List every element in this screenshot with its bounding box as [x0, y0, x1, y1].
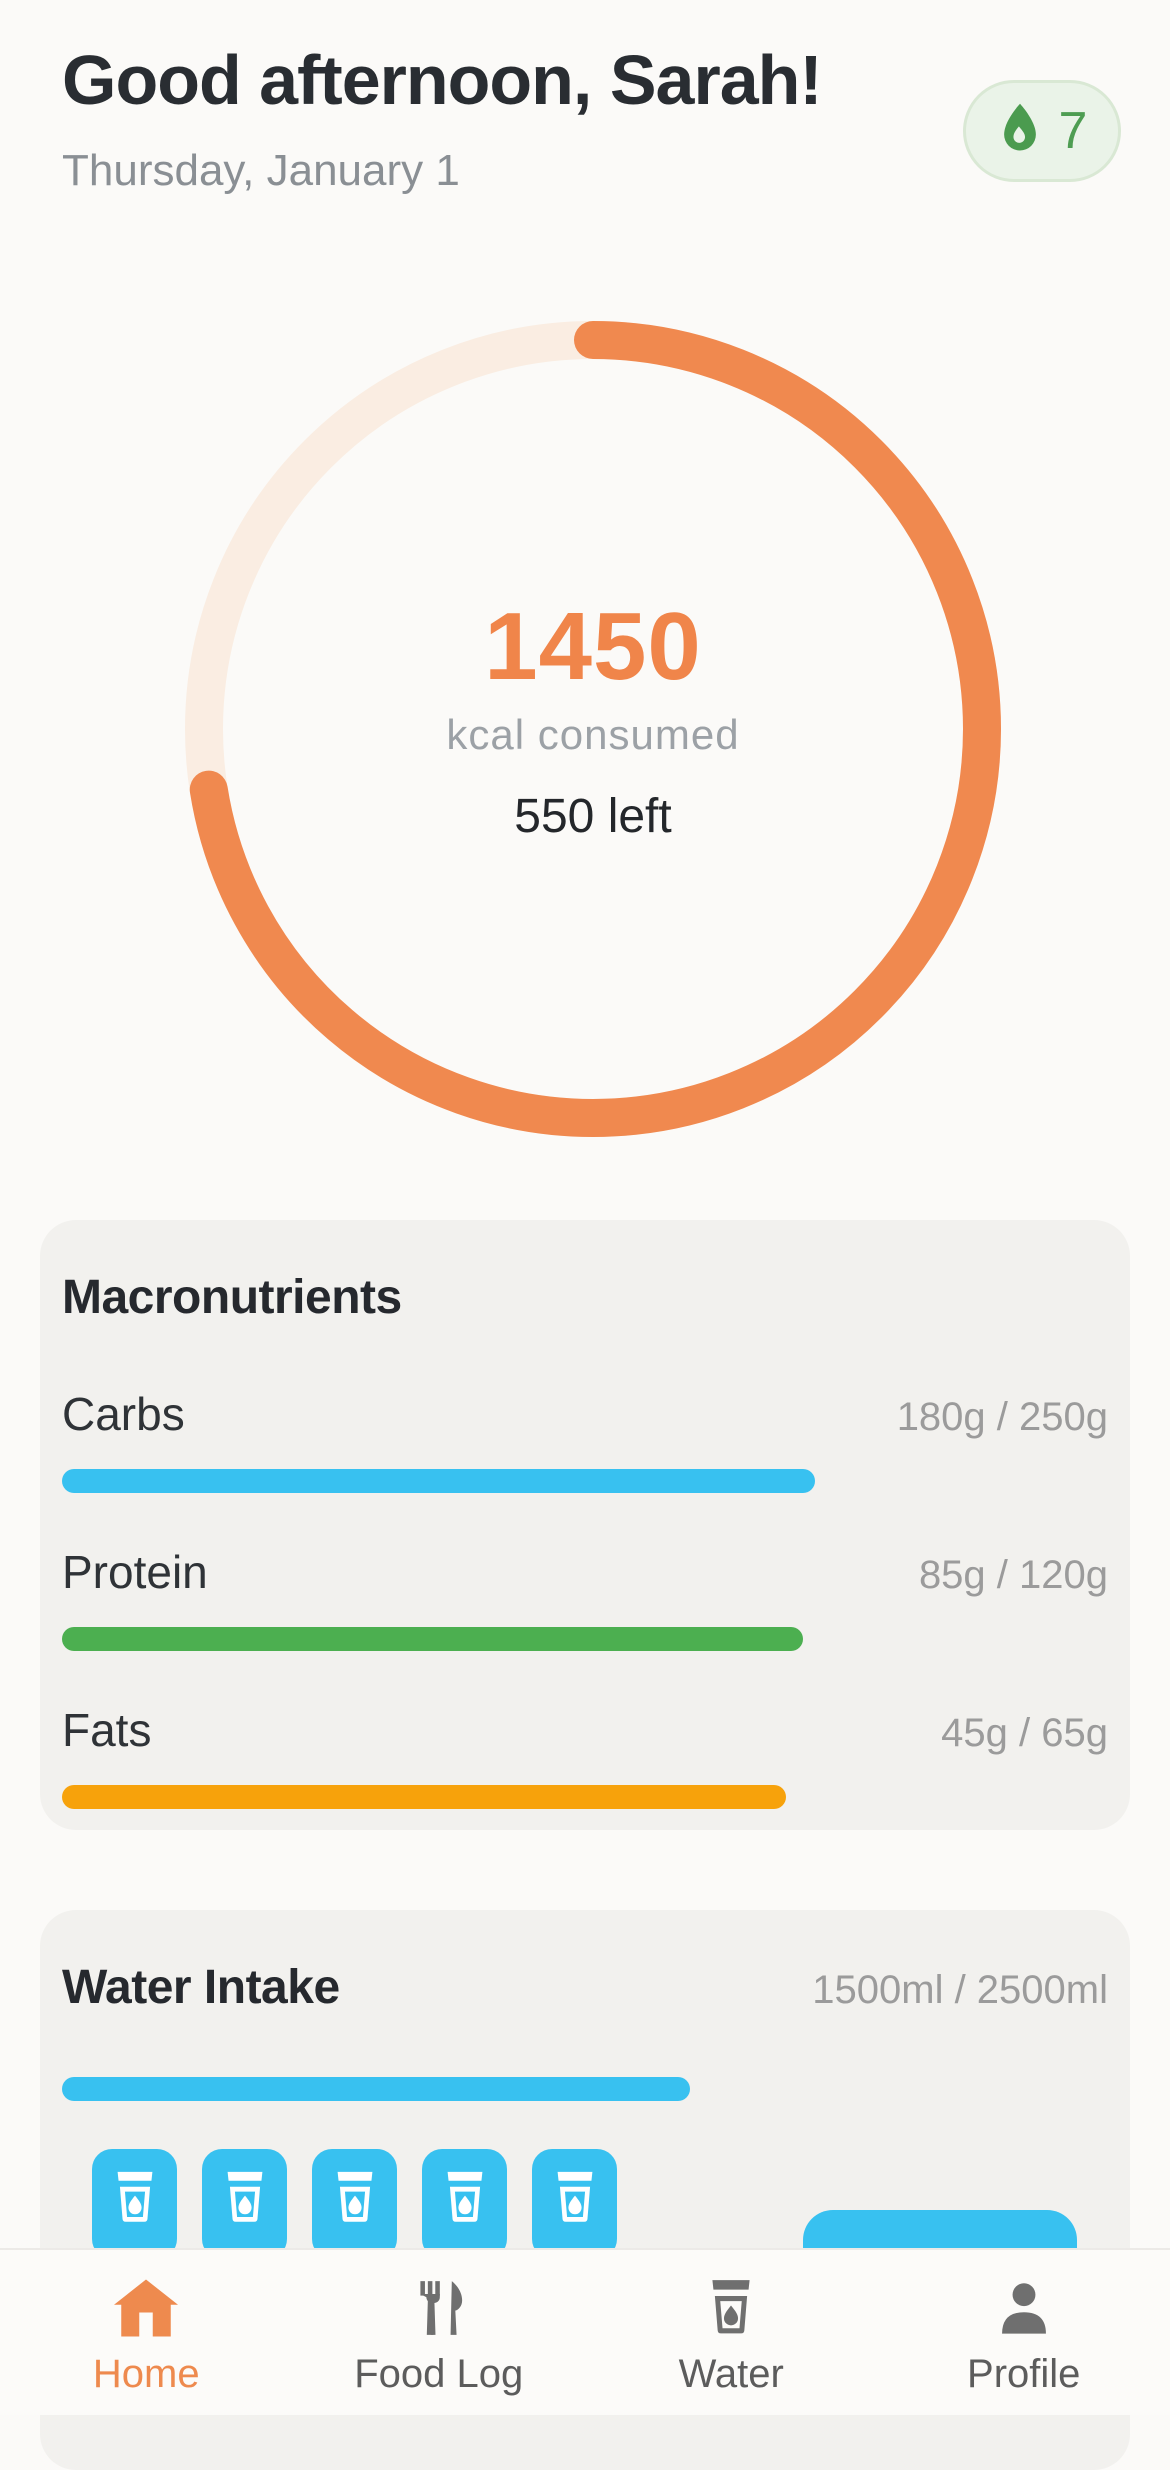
protein-progress-bar [62, 1627, 803, 1651]
streak-count: 7 [1059, 101, 1088, 161]
macro-row-fats: Fats 45g / 65g [62, 1703, 1108, 1809]
home-icon [113, 2274, 179, 2342]
water-glass-button[interactable] [202, 2149, 287, 2259]
kcal-left-label: 550 left [163, 789, 1023, 844]
food-log-icon [408, 2274, 470, 2342]
macro-label: Fats [62, 1703, 151, 1757]
water-glass-button[interactable] [422, 2149, 507, 2259]
water-glass-button[interactable] [312, 2149, 397, 2259]
date-label: Thursday, January 1 [62, 146, 460, 196]
water-icon [705, 2274, 757, 2342]
water-glass-button[interactable] [92, 2149, 177, 2259]
kcal-consumed-value: 1450 [163, 592, 1023, 702]
nav-label: Water [679, 2352, 784, 2397]
nav-label: Food Log [354, 2352, 523, 2397]
carbs-progress-bar [62, 1469, 815, 1493]
macro-value: 45g / 65g [941, 1711, 1108, 1756]
water-glass-button[interactable] [532, 2149, 617, 2259]
profile-icon [996, 2274, 1052, 2342]
nav-item-home[interactable]: Home [0, 2250, 293, 2415]
macro-value: 85g / 120g [919, 1553, 1108, 1598]
bottom-nav: Home Food Log Water [0, 2248, 1170, 2415]
nav-label: Home [93, 2352, 200, 2397]
kcal-consumed-caption: kcal consumed [163, 711, 1023, 759]
water-intake-title: Water Intake [62, 1960, 340, 2015]
water-intake-value: 1500ml / 2500ml [812, 1968, 1108, 2013]
nav-label: Profile [967, 2352, 1080, 2397]
macro-row-carbs: Carbs 180g / 250g [62, 1387, 1108, 1493]
fats-progress-bar [62, 1785, 786, 1809]
macronutrients-card: Macronutrients Carbs 180g / 250g Protein… [40, 1220, 1130, 1830]
page-title: Good afternoon, Sarah! [62, 40, 822, 120]
nav-item-food-log[interactable]: Food Log [293, 2250, 586, 2415]
nav-item-water[interactable]: Water [585, 2250, 878, 2415]
macro-label: Protein [62, 1545, 208, 1599]
streak-badge: 7 [963, 80, 1121, 182]
macronutrients-title: Macronutrients [62, 1270, 1108, 1325]
macro-row-protein: Protein 85g / 120g [62, 1545, 1108, 1651]
nav-item-profile[interactable]: Profile [878, 2250, 1170, 2415]
macro-label: Carbs [62, 1387, 185, 1441]
flame-icon [997, 101, 1043, 162]
water-progress-bar [62, 2077, 690, 2101]
macro-value: 180g / 250g [897, 1395, 1108, 1440]
